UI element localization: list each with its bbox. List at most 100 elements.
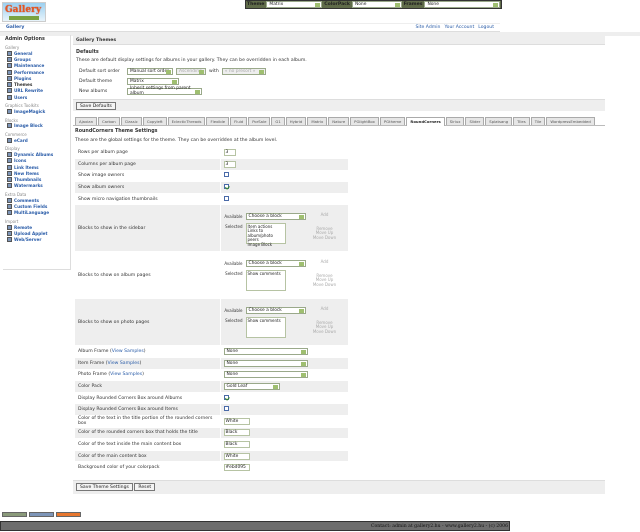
checkbox[interactable] [223, 406, 229, 412]
save-theme-settings-button[interactable]: Save Theme Settings [76, 483, 133, 491]
sort-order-select[interactable]: Manual sort order [127, 67, 173, 75]
available-block-select[interactable]: Choose a block [245, 259, 306, 267]
selected-blocks-list[interactable]: Show comments [245, 316, 286, 338]
sidebar-item-custom-fields[interactable]: Custom Fields [5, 203, 68, 209]
logout-link[interactable]: Logout [478, 25, 494, 30]
site-admin-link[interactable]: Site Admin [415, 25, 441, 30]
color-of-the-main-content-box-input[interactable]: White [223, 452, 250, 460]
selected-block-item[interactable]: Links to album/photo peers [247, 228, 273, 243]
color-of-the-text-inside-the-main-content-box-input[interactable]: Black [223, 441, 250, 449]
view-samples-link[interactable]: View Samples [107, 360, 140, 366]
view-samples-link[interactable]: View Samples [110, 372, 143, 378]
sidebar-item-multilanguage[interactable]: MultiLanguage [5, 210, 68, 216]
sort-direction-select[interactable]: Ascending [176, 67, 206, 75]
color-of-the-rounded-corners-box-that-holds-the-title-input[interactable]: Black [223, 429, 250, 437]
move-up-button[interactable]: Move Up [315, 324, 334, 330]
tab-hybrid[interactable]: Hybrid [285, 117, 307, 125]
sidebar-item-new-items[interactable]: New Items [5, 170, 68, 176]
sidebar-item-users[interactable]: Users [5, 94, 68, 100]
color-of-the-text-in-the-title-portion-of-the-rounded-corners-box-input[interactable]: White [223, 417, 250, 425]
view-samples-link[interactable]: View Samples [111, 349, 144, 355]
tab-copyleft[interactable]: Copyleft [142, 117, 167, 125]
tab-flexible[interactable]: Flexible [206, 117, 230, 125]
presort-select[interactable]: « no presort » [221, 67, 266, 75]
sidebar-item-remote[interactable]: Remote [5, 224, 68, 230]
available-block-select[interactable]: Choose a block [245, 212, 306, 220]
reset-button[interactable]: Reset [134, 483, 156, 491]
selected-block-item[interactable]: Item actions [247, 223, 273, 229]
selected-block-item[interactable]: Show comments [247, 317, 281, 323]
tab-nature[interactable]: Nature [328, 117, 350, 125]
remove-button[interactable]: Remove [316, 272, 333, 278]
save-defaults-button[interactable]: Save Defaults [76, 102, 116, 110]
move-down-button[interactable]: Move Down [312, 281, 337, 287]
theme-select[interactable]: Matrix [266, 1, 323, 8]
add-block-button[interactable]: Add [320, 305, 329, 311]
selected-blocks-list[interactable]: Show comments [245, 269, 286, 291]
columns-per-album-page-input[interactable]: 3 [223, 160, 236, 168]
tab-classic[interactable]: Classic [120, 117, 142, 125]
tab-roundcorners[interactable]: RoundCorners [406, 117, 445, 126]
sidebar-item-watermarks[interactable]: Watermarks [5, 183, 68, 189]
tab-pglightbox[interactable]: PGlightBox [350, 117, 379, 125]
colorpack-select[interactable]: None [351, 1, 402, 8]
breadcrumb-gallery[interactable]: Gallery [6, 25, 25, 30]
move-down-button[interactable]: Move Down [312, 328, 337, 334]
checkbox[interactable] [223, 184, 229, 190]
selected-block-item[interactable]: Image Block [247, 241, 273, 247]
move-up-button[interactable]: Move Up [315, 277, 334, 283]
sidebar-item-groups[interactable]: Groups [5, 56, 68, 62]
tab-fluid[interactable]: Fluid [230, 117, 248, 125]
move-down-button[interactable]: Move Down [312, 234, 337, 240]
selected-block-item[interactable]: Show comments [247, 270, 281, 276]
badge-2[interactable] [29, 512, 54, 517]
background-color-of-your-colorpack-input[interactable]: #ebd095 [223, 464, 250, 472]
tab-tile[interactable]: Tile [530, 117, 546, 125]
photo-frame-select[interactable]: None [223, 371, 308, 379]
item-frame-select[interactable]: None [223, 359, 308, 367]
rows-per-album-page-input[interactable]: 3 [223, 149, 236, 157]
sidebar-item-upload-applet[interactable]: Upload Applet [5, 230, 68, 236]
frames-select[interactable]: None [424, 1, 500, 8]
sidebar-item-themes[interactable]: Themes [5, 81, 68, 88]
selected-blocks-list[interactable]: Item actions Links to album/photo peers Im… [245, 222, 286, 246]
checkbox[interactable] [223, 394, 229, 400]
sidebar-item-comments[interactable]: Comments [5, 197, 68, 203]
sidebar-item-icons[interactable]: Icons [5, 158, 68, 164]
tab-pgtheme[interactable]: PGtheme [379, 117, 406, 125]
badge-3[interactable] [56, 512, 81, 517]
tab-splatsang[interactable]: Splatsang [485, 117, 513, 125]
new-albums-select[interactable]: Inherit settings from parent album [127, 86, 202, 96]
remove-button[interactable]: Remove [316, 225, 333, 231]
gallery-logo[interactable]: Gallery [2, 2, 46, 22]
tab-porsale[interactable]: PorSale [248, 117, 271, 125]
sidebar-item-thumbnails[interactable]: Thumbnails [5, 176, 68, 183]
checkbox[interactable] [223, 172, 229, 178]
add-block-button[interactable]: Add [320, 211, 329, 217]
sidebar-item-maintenance[interactable]: Maintenance [5, 63, 68, 69]
sidebar-item-ecard[interactable]: eCard [5, 137, 68, 143]
color-pack-select[interactable]: Gold Leaf [223, 383, 280, 391]
checkbox[interactable] [223, 195, 229, 201]
sidebar-item-link-items[interactable]: Link Items [5, 164, 68, 170]
sidebar-item-imagemagick[interactable]: ImageMagick [5, 108, 68, 115]
tab-g1[interactable]: G1 [271, 117, 285, 125]
available-block-select[interactable]: Choose a block [245, 306, 306, 314]
album-frame-select[interactable]: None [223, 348, 308, 356]
sidebar-item-general[interactable]: General [5, 50, 68, 56]
sidebar-item-web-server[interactable]: Web/Server [5, 237, 68, 243]
tab-matrix[interactable]: Matrix [307, 117, 328, 125]
badge-1[interactable] [2, 512, 27, 517]
remove-button[interactable]: Remove [316, 319, 333, 325]
tab-ajaxian[interactable]: Ajaxian [75, 117, 98, 125]
sidebar-item-plugins[interactable]: Plugins [5, 75, 68, 81]
sidebar-item-image-block[interactable]: Image Block [5, 123, 68, 129]
sidebar-item-dynamic-albums[interactable]: Dynamic Albums [5, 151, 68, 157]
sidebar-item-performance[interactable]: Performance [5, 69, 68, 75]
tab-siriux[interactable]: Siriux [445, 117, 465, 125]
sidebar-item-url-rewrite[interactable]: URL Rewrite [5, 88, 68, 94]
move-up-button[interactable]: Move Up [315, 230, 334, 236]
tab-slider[interactable]: Slider [465, 117, 485, 125]
your-account-link[interactable]: Your Account [444, 25, 475, 30]
tab-carbon[interactable]: Carbon [98, 117, 120, 125]
